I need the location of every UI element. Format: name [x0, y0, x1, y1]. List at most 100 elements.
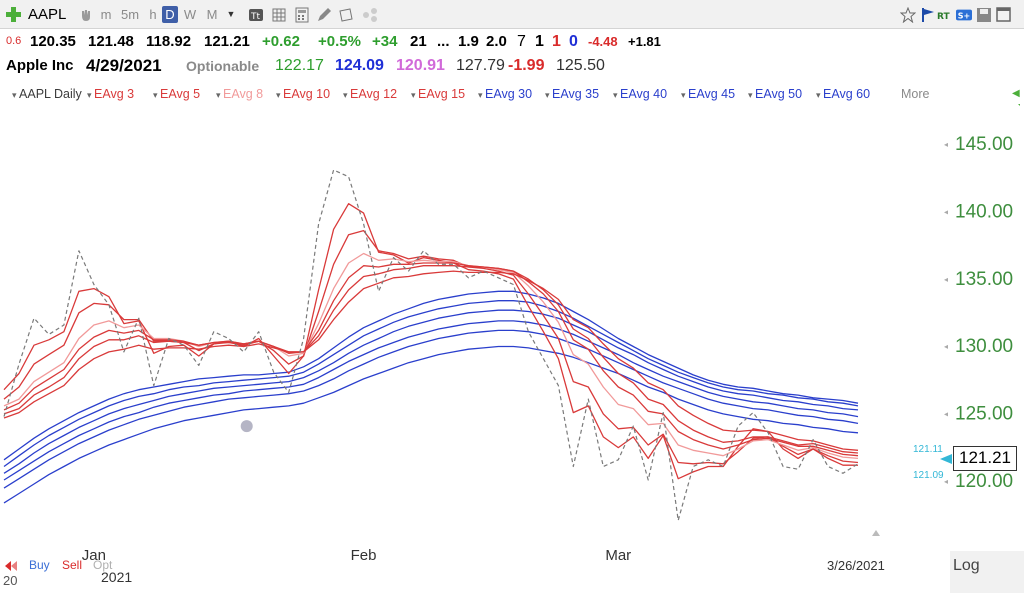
legend-item-eavg-30[interactable]: ▾ EAvg 30	[478, 84, 532, 105]
panel-toggle-icon[interactable]	[1014, 104, 1020, 106]
indicator-legend: ▾ AAPL Daily ▾ EAvg 3 ▾ EAvg 5 ▾ EAvg 8 ▾ EA…	[0, 84, 1024, 104]
pos-change: +1.81	[628, 34, 661, 49]
news-marker-icon[interactable]	[240, 420, 253, 433]
legend-item-aapl-daily[interactable]: ▾ AAPL Daily	[12, 84, 82, 105]
grid-icon[interactable]	[272, 7, 288, 23]
hand-icon[interactable]	[78, 7, 94, 23]
svg-text:RT: RT	[937, 12, 951, 22]
series-line-eavg-12	[3, 265, 859, 454]
log-scale-button[interactable]: Log	[950, 551, 1024, 593]
save-icon[interactable]	[976, 7, 992, 23]
count-1: 7	[517, 33, 526, 50]
legend-item-eavg-10[interactable]: ▾ EAvg 10	[276, 84, 330, 105]
y-tick-label: 145.00	[955, 134, 1013, 155]
period-month[interactable]: M	[206, 7, 218, 22]
window-icon[interactable]	[996, 7, 1012, 23]
legend-more-button[interactable]: More	[901, 87, 930, 101]
quote-v1: 122.17	[275, 57, 324, 74]
legend-dropdown-icon: ▾	[216, 90, 224, 100]
opt-button[interactable]: Opt	[93, 558, 113, 572]
date-flag-label: 20	[3, 573, 18, 588]
series-line-eavg-40	[3, 309, 859, 474]
legend-item-label: EAvg 12	[350, 87, 398, 101]
series-line-eavg-50	[3, 329, 859, 489]
legend-dropdown-icon: ▾	[12, 90, 20, 100]
legend-item-eavg-50[interactable]: ▾ EAvg 50	[748, 84, 802, 105]
count-4: 0	[569, 33, 578, 50]
legend-item-eavg-45[interactable]: ▾ EAvg 45	[681, 84, 735, 105]
legend-item-eavg-8[interactable]: ▾ EAvg 8	[216, 84, 263, 105]
ellipsis: ...	[437, 33, 450, 50]
legend-dropdown-icon: ▾	[153, 90, 161, 100]
quote-v6: 125.50	[556, 57, 605, 74]
y-tick-marker-icon: ◂	[944, 342, 948, 351]
series-line-eavg-10	[3, 262, 859, 457]
period-dropdown-arrow-icon[interactable]: ▼	[226, 9, 236, 19]
legend-item-label: EAvg 5	[160, 87, 201, 101]
legend-item-label: EAvg 30	[485, 87, 533, 101]
legend-item-label: EAvg 35	[552, 87, 600, 101]
svg-text:S+: S+	[958, 12, 970, 21]
change-pct-value: +0.5%	[318, 33, 361, 50]
y-tick-marker-icon: ◂	[944, 207, 948, 216]
text-tool-icon[interactable]: Tt	[248, 7, 264, 23]
period-m[interactable]: m	[100, 7, 112, 22]
y-tick-marker-icon: ◂	[944, 477, 948, 486]
legend-item-eavg-15[interactable]: ▾ EAvg 15	[411, 84, 465, 105]
series-line-eavg-60	[3, 345, 859, 504]
sell-button[interactable]: Sell	[62, 558, 83, 572]
legend-item-eavg-40[interactable]: ▾ EAvg 40	[613, 84, 667, 105]
buy-button[interactable]: Buy	[29, 558, 50, 572]
legend-item-label: EAvg 60	[823, 87, 871, 101]
quote-v3: 120.91	[396, 57, 445, 74]
legend-item-eavg-60[interactable]: ▾ EAvg 60	[816, 84, 870, 105]
period-h[interactable]: h	[149, 7, 157, 22]
price-tag-high: 121.11	[913, 444, 943, 455]
legend-dropdown-icon: ▾	[411, 90, 419, 100]
y-tick-label: 125.00	[955, 404, 1013, 425]
period-w[interactable]: W	[183, 7, 197, 22]
period-d[interactable]: D	[162, 6, 178, 23]
legend-item-label: EAvg 40	[620, 87, 668, 101]
legend-item-label: EAvg 10	[283, 87, 331, 101]
neg-change: -4.48	[588, 34, 618, 49]
series-line-eavg-45	[3, 320, 859, 481]
series-line-eavg-15	[3, 270, 859, 451]
realtime-icon[interactable]: RT	[937, 7, 953, 23]
legend-dropdown-icon: ▾	[478, 90, 486, 100]
price-tag-low: 121.09	[913, 470, 944, 481]
symbol-field[interactable]: AAPL	[28, 6, 67, 23]
scroll-up-icon[interactable]	[872, 530, 880, 536]
change-value: +0.62	[262, 33, 300, 50]
legend-collapse-icon[interactable]: ◀	[1012, 88, 1020, 99]
y-tick-label: 140.00	[955, 201, 1013, 222]
count-3: 1	[552, 33, 561, 50]
close-value: 121.21	[204, 33, 250, 50]
series-layer	[3, 169, 859, 521]
flag-arrows-icon[interactable]	[4, 560, 18, 572]
y-tick-marker-icon: ◂	[944, 140, 948, 149]
legend-item-eavg-12[interactable]: ▾ EAvg 12	[343, 84, 397, 105]
y-tick-label: 130.00	[955, 336, 1013, 357]
legend-dropdown-icon: ▾	[681, 90, 689, 100]
legend-item-eavg-5[interactable]: ▾ EAvg 5	[153, 84, 200, 105]
y-tick-label: 120.00	[955, 471, 1013, 492]
social-icon[interactable]: S+	[956, 7, 972, 23]
legend-item-label: EAvg 45	[688, 87, 736, 101]
legend-item-eavg-3[interactable]: ▾ EAvg 3	[87, 84, 134, 105]
price-chart[interactable]: 145.00 ◂ 140.00 ◂ 135.00 ◂ 130.00 ◂ 125.00 ◂ 120.0…	[0, 104, 1024, 593]
series-line-eavg-35	[3, 300, 859, 468]
flag-icon[interactable]	[920, 7, 936, 23]
calculator-icon[interactable]	[294, 7, 310, 23]
legend-item-eavg-35[interactable]: ▾ EAvg 35	[545, 84, 599, 105]
note-icon[interactable]	[338, 7, 354, 23]
star-icon[interactable]	[900, 7, 916, 23]
pencil-icon[interactable]	[316, 7, 332, 23]
period-5m[interactable]: 5m	[120, 7, 140, 22]
legend-dropdown-icon: ▾	[748, 90, 756, 100]
series-line-eavg-8	[3, 252, 859, 460]
last-price-box: 121.21	[953, 446, 1017, 471]
link-icon[interactable]	[362, 7, 378, 23]
legend-dropdown-icon: ▾	[613, 90, 621, 100]
add-plus-icon[interactable]	[5, 6, 22, 23]
